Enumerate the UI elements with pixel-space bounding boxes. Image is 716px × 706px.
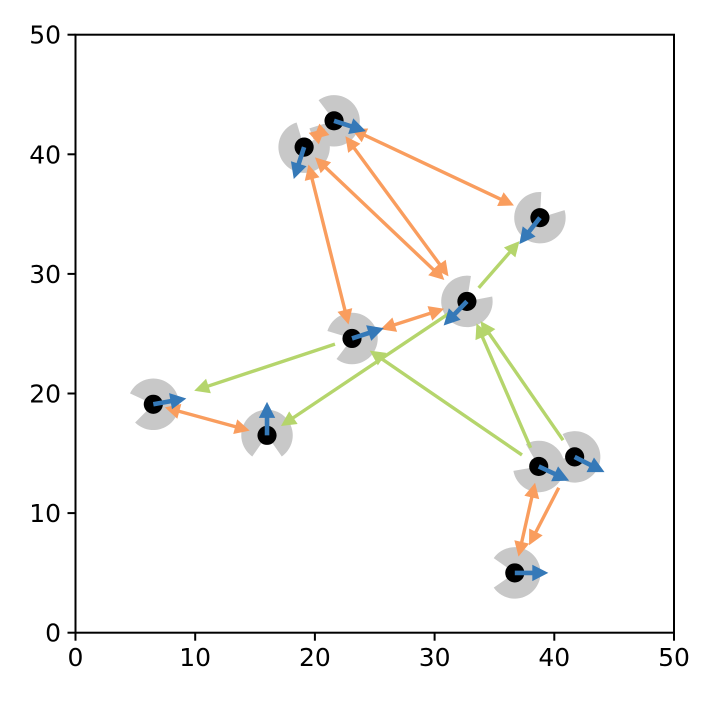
link-arrow-orange-head	[345, 136, 361, 153]
x-tick-label: 30	[419, 643, 451, 672]
link-arrow-orange-head	[313, 123, 330, 140]
link-arrow-green-shaft	[479, 332, 533, 449]
plot-area-border	[74, 33, 675, 634]
heading-arrow-head	[519, 226, 536, 245]
link-arrow-green-shaft	[289, 309, 453, 422]
heading-arrow-head	[348, 118, 366, 135]
y-tick-label: 0	[45, 619, 61, 648]
link-arrow-green-head	[194, 378, 211, 394]
heading-arrow-head	[290, 161, 307, 179]
heading-arrow-head	[258, 401, 276, 418]
link-arrow-green-shaft	[485, 329, 565, 442]
link-arrow-orange-shaft	[321, 163, 438, 274]
link-arrow-green-head	[369, 350, 387, 366]
x-tick-label: 0	[68, 643, 84, 672]
link-arrow-orange-head	[337, 308, 353, 325]
y-tick-label: 50	[29, 21, 61, 50]
heading-arrow-head	[443, 308, 461, 326]
link-arrow-orange-shaft	[390, 310, 434, 328]
link-arrow-orange-head	[529, 528, 543, 546]
x-tick-label: 40	[538, 643, 570, 672]
link-arrow-green-head	[280, 411, 298, 427]
heading-arrow-head	[532, 564, 549, 582]
link-arrow-orange-head	[314, 157, 332, 174]
heading-arrow-head	[586, 457, 605, 473]
heading-arrow-head	[551, 466, 570, 482]
heading-arrow-head	[169, 393, 187, 410]
y-tick-label: 10	[29, 499, 61, 528]
link-arrow-green-head	[480, 321, 496, 338]
x-tick-label: 50	[658, 643, 690, 672]
link-arrow-orange-shaft	[309, 175, 348, 315]
link-arrow-orange-head	[233, 419, 250, 434]
link-arrow-orange-head	[304, 164, 320, 181]
link-arrow-orange-head	[433, 259, 449, 277]
link-arrow-orange-head	[514, 540, 530, 557]
link-arrow-orange-shaft	[175, 408, 240, 430]
agent-dot	[143, 394, 163, 414]
y-tick-label: 40	[29, 140, 61, 169]
x-tick-label: 20	[299, 643, 331, 672]
link-arrow-orange-head	[427, 306, 445, 321]
link-arrow-green-shaft	[204, 342, 336, 389]
link-arrow-green-shaft	[477, 248, 514, 290]
link-arrow-orange-shaft	[360, 132, 505, 203]
link-arrow-orange-head	[524, 482, 540, 500]
link-arrow-orange-shaft	[350, 144, 444, 269]
link-arrow-orange-shaft	[532, 486, 561, 537]
heading-arrow-head	[366, 325, 384, 341]
link-arrow-green-shaft	[378, 355, 523, 457]
link-arrow-orange-head	[497, 192, 514, 206]
x-tick-label: 10	[179, 643, 211, 672]
y-tick-label: 30	[29, 260, 61, 289]
link-arrow-orange-shaft	[519, 493, 535, 546]
link-arrow-orange-head	[380, 317, 398, 332]
link-arrow-green-head	[503, 241, 520, 258]
y-tick-label: 20	[29, 380, 61, 409]
link-arrow-orange-head	[428, 264, 445, 281]
link-arrow-orange-head	[164, 404, 182, 419]
